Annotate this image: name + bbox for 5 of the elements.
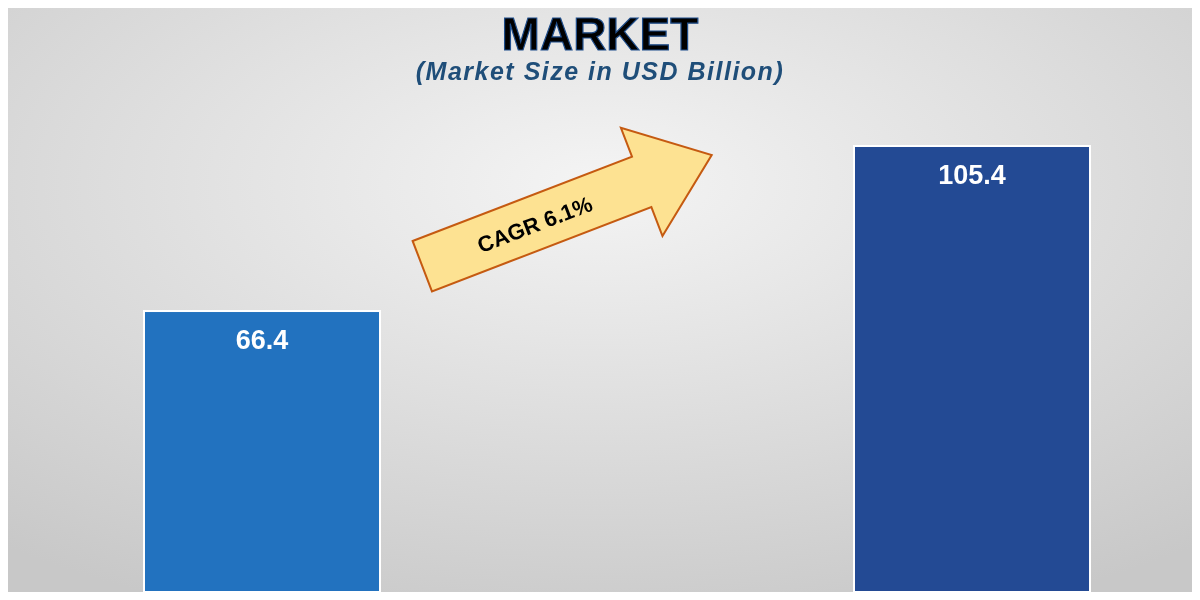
chart-title: MARKET — [501, 8, 699, 60]
annotation: CAGR 6.1% — [473, 191, 596, 258]
data-label: 66.4 — [235, 325, 289, 356]
chart-subtitle: (Market Size in USD Billion) — [415, 57, 785, 85]
data-label: 105.4 — [938, 160, 1006, 190]
